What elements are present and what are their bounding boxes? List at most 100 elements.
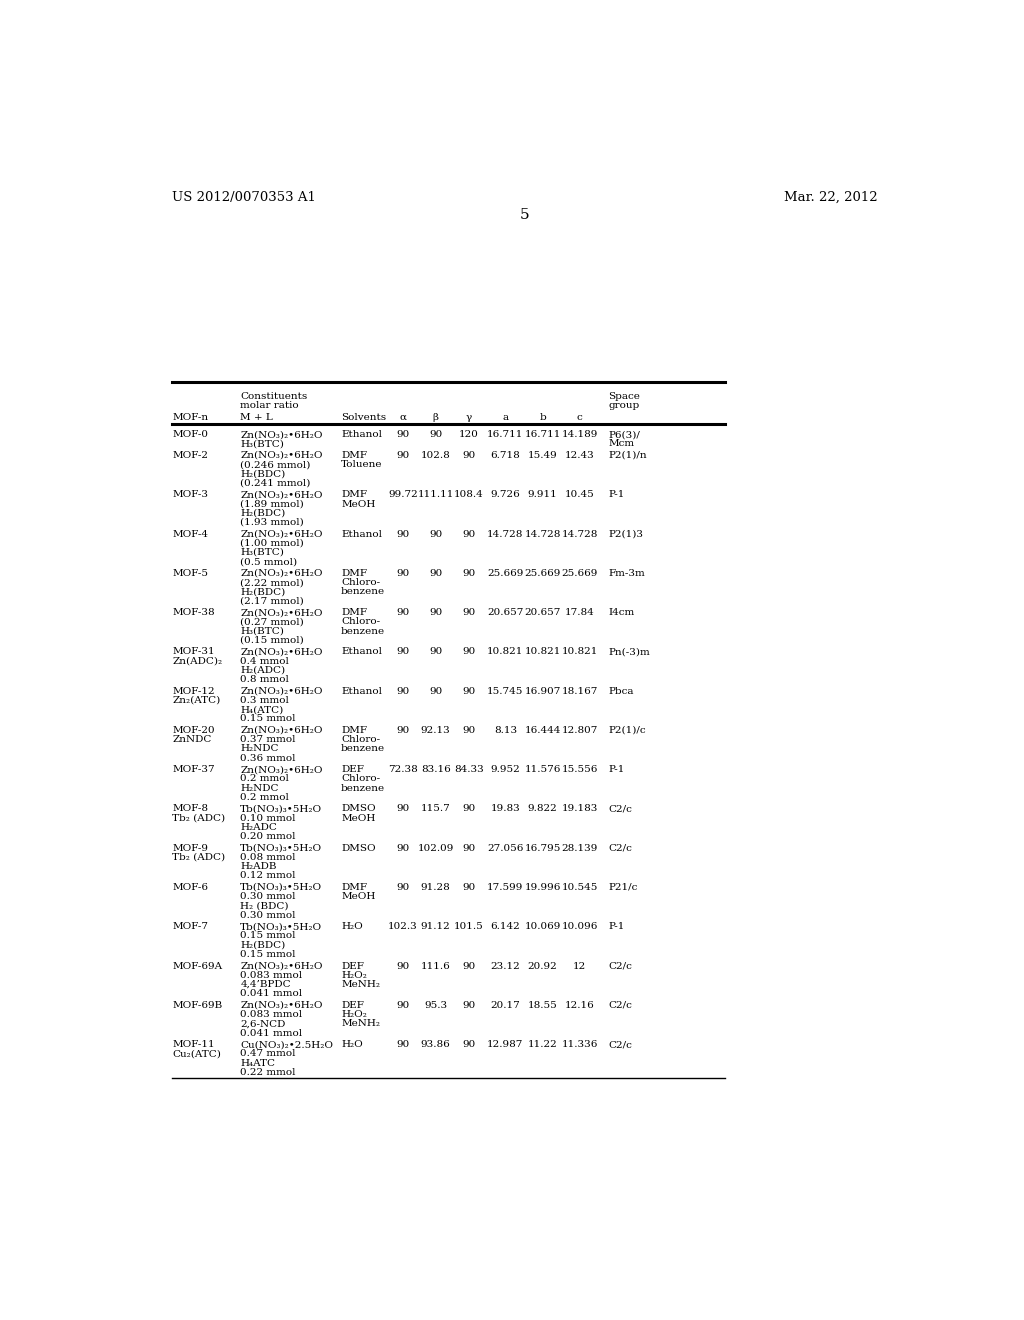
Text: 90: 90 bbox=[396, 1001, 410, 1010]
Text: Zn₂(ATC): Zn₂(ATC) bbox=[172, 696, 220, 705]
Text: Zn(NO₃)₂•6H₂O: Zn(NO₃)₂•6H₂O bbox=[241, 766, 323, 774]
Text: MOF-8: MOF-8 bbox=[172, 804, 208, 813]
Text: 0.08 mmol: 0.08 mmol bbox=[241, 853, 296, 862]
Text: 0.20 mmol: 0.20 mmol bbox=[241, 832, 296, 841]
Text: Constituents: Constituents bbox=[241, 392, 307, 401]
Text: Tb(NO₃)₃•5H₂O: Tb(NO₃)₃•5H₂O bbox=[241, 883, 323, 892]
Text: Zn(NO₃)₂•6H₂O: Zn(NO₃)₂•6H₂O bbox=[241, 529, 323, 539]
Text: Zn(NO₃)₂•6H₂O: Zn(NO₃)₂•6H₂O bbox=[241, 430, 323, 440]
Text: (1.93 mmol): (1.93 mmol) bbox=[241, 517, 304, 527]
Text: 18.55: 18.55 bbox=[527, 1001, 557, 1010]
Text: 0.083 mmol: 0.083 mmol bbox=[241, 1010, 302, 1019]
Text: 90: 90 bbox=[396, 804, 410, 813]
Text: H₂ADC: H₂ADC bbox=[241, 822, 278, 832]
Text: MeNH₂: MeNH₂ bbox=[341, 1019, 380, 1028]
Text: P-1: P-1 bbox=[608, 923, 625, 931]
Text: 8.13: 8.13 bbox=[494, 726, 517, 735]
Text: DMSO: DMSO bbox=[341, 804, 376, 813]
Text: MOF-12: MOF-12 bbox=[172, 686, 215, 696]
Text: 90: 90 bbox=[463, 804, 475, 813]
Text: Zn(NO₃)₂•6H₂O: Zn(NO₃)₂•6H₂O bbox=[241, 647, 323, 656]
Text: 12.16: 12.16 bbox=[565, 1001, 595, 1010]
Text: 0.30 mmol: 0.30 mmol bbox=[241, 911, 296, 920]
Text: 0.37 mmol: 0.37 mmol bbox=[241, 735, 296, 744]
Text: 90: 90 bbox=[463, 569, 475, 578]
Text: C2/c: C2/c bbox=[608, 804, 633, 813]
Text: Zn(NO₃)₂•6H₂O: Zn(NO₃)₂•6H₂O bbox=[241, 490, 323, 499]
Text: MOF-0: MOF-0 bbox=[172, 430, 208, 440]
Text: DEF: DEF bbox=[341, 1001, 364, 1010]
Text: MeOH: MeOH bbox=[341, 499, 376, 508]
Text: (0.246 mmol): (0.246 mmol) bbox=[241, 461, 310, 469]
Text: DMF: DMF bbox=[341, 451, 368, 459]
Text: 102.3: 102.3 bbox=[388, 923, 418, 931]
Text: 11.336: 11.336 bbox=[561, 1040, 598, 1049]
Text: 0.15 mmol: 0.15 mmol bbox=[241, 932, 296, 940]
Text: 25.669: 25.669 bbox=[524, 569, 561, 578]
Text: 12.807: 12.807 bbox=[561, 726, 598, 735]
Text: H₂(BDC): H₂(BDC) bbox=[241, 941, 286, 949]
Text: MeOH: MeOH bbox=[341, 813, 376, 822]
Text: (0.241 mmol): (0.241 mmol) bbox=[241, 479, 310, 487]
Text: 14.728: 14.728 bbox=[487, 529, 523, 539]
Text: benzene: benzene bbox=[341, 587, 385, 597]
Text: 101.5: 101.5 bbox=[454, 923, 484, 931]
Text: 90: 90 bbox=[429, 430, 442, 440]
Text: 90: 90 bbox=[463, 609, 475, 616]
Text: Chloro-: Chloro- bbox=[341, 735, 380, 744]
Text: 16.711: 16.711 bbox=[524, 430, 561, 440]
Text: (0.15 mmol): (0.15 mmol) bbox=[241, 636, 304, 644]
Text: H₂ADB: H₂ADB bbox=[241, 862, 276, 871]
Text: 0.041 mmol: 0.041 mmol bbox=[241, 1028, 302, 1038]
Text: H₃(BTC): H₃(BTC) bbox=[241, 548, 285, 557]
Text: P2(1)3: P2(1)3 bbox=[608, 529, 643, 539]
Text: (2.22 mmol): (2.22 mmol) bbox=[241, 578, 304, 587]
Text: 4,4’BPDC: 4,4’BPDC bbox=[241, 979, 291, 989]
Text: 2,6-NCD: 2,6-NCD bbox=[241, 1019, 286, 1028]
Text: ZnNDC: ZnNDC bbox=[172, 735, 212, 744]
Text: 111.11: 111.11 bbox=[418, 490, 454, 499]
Text: 25.669: 25.669 bbox=[561, 569, 598, 578]
Text: 91.28: 91.28 bbox=[421, 883, 451, 892]
Text: 19.83: 19.83 bbox=[490, 804, 520, 813]
Text: 90: 90 bbox=[463, 843, 475, 853]
Text: 12: 12 bbox=[573, 961, 587, 970]
Text: 90: 90 bbox=[396, 843, 410, 853]
Text: 9.911: 9.911 bbox=[527, 490, 557, 499]
Text: 90: 90 bbox=[396, 726, 410, 735]
Text: 16.907: 16.907 bbox=[524, 686, 561, 696]
Text: 14.189: 14.189 bbox=[561, 430, 598, 440]
Text: MOF-69B: MOF-69B bbox=[172, 1001, 222, 1010]
Text: Chloro-: Chloro- bbox=[341, 618, 380, 626]
Text: 95.3: 95.3 bbox=[424, 1001, 447, 1010]
Text: Zn(NO₃)₂•6H₂O: Zn(NO₃)₂•6H₂O bbox=[241, 686, 323, 696]
Text: DMF: DMF bbox=[341, 883, 368, 892]
Text: 10.821: 10.821 bbox=[561, 647, 598, 656]
Text: c: c bbox=[577, 412, 583, 421]
Text: Zn(NO₃)₂•6H₂O: Zn(NO₃)₂•6H₂O bbox=[241, 961, 323, 970]
Text: H₄ATC: H₄ATC bbox=[241, 1059, 275, 1068]
Text: 90: 90 bbox=[429, 529, 442, 539]
Text: 0.15 mmol: 0.15 mmol bbox=[241, 714, 296, 723]
Text: Tb₂ (ADC): Tb₂ (ADC) bbox=[172, 813, 225, 822]
Text: MOF-n: MOF-n bbox=[172, 412, 208, 421]
Text: Cu(NO₃)₂•2.5H₂O: Cu(NO₃)₂•2.5H₂O bbox=[241, 1040, 334, 1049]
Text: 99.72: 99.72 bbox=[388, 490, 418, 499]
Text: 90: 90 bbox=[429, 647, 442, 656]
Text: H₂(BDC): H₂(BDC) bbox=[241, 587, 286, 597]
Text: 90: 90 bbox=[396, 430, 410, 440]
Text: DEF: DEF bbox=[341, 766, 364, 774]
Text: 0.10 mmol: 0.10 mmol bbox=[241, 813, 296, 822]
Text: Fm-3m: Fm-3m bbox=[608, 569, 645, 578]
Text: 15.745: 15.745 bbox=[487, 686, 523, 696]
Text: P21/c: P21/c bbox=[608, 883, 638, 892]
Text: 120: 120 bbox=[459, 430, 479, 440]
Text: 90: 90 bbox=[463, 1040, 475, 1049]
Text: MeNH₂: MeNH₂ bbox=[341, 979, 380, 989]
Text: 0.8 mmol: 0.8 mmol bbox=[241, 675, 289, 684]
Text: α: α bbox=[399, 412, 407, 421]
Text: 25.669: 25.669 bbox=[487, 569, 523, 578]
Text: C2/c: C2/c bbox=[608, 961, 633, 970]
Text: H₂ (BDC): H₂ (BDC) bbox=[241, 902, 289, 911]
Text: H₂(ADC): H₂(ADC) bbox=[241, 665, 286, 675]
